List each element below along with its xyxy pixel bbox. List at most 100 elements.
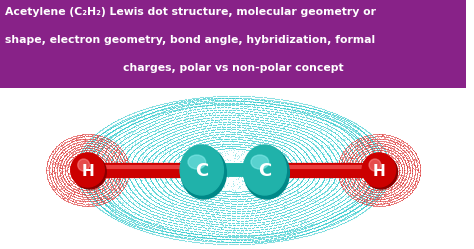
Point bbox=[290, 227, 297, 231]
Point bbox=[355, 139, 362, 143]
Point bbox=[165, 116, 173, 120]
Point bbox=[134, 183, 142, 187]
Point bbox=[211, 125, 219, 129]
Point bbox=[107, 162, 115, 166]
Point bbox=[90, 187, 98, 191]
Point bbox=[305, 193, 312, 197]
Point bbox=[130, 115, 137, 119]
Point bbox=[80, 158, 87, 162]
Point bbox=[168, 137, 175, 141]
Point bbox=[150, 107, 157, 111]
Point bbox=[191, 235, 198, 239]
Point bbox=[180, 181, 188, 185]
Point bbox=[76, 157, 84, 161]
Point bbox=[315, 154, 322, 158]
Point bbox=[287, 99, 295, 103]
Point bbox=[362, 178, 369, 182]
Point bbox=[186, 138, 193, 142]
Point bbox=[144, 210, 152, 214]
Point bbox=[261, 113, 269, 117]
Point bbox=[245, 168, 252, 172]
Point bbox=[257, 115, 264, 119]
Point bbox=[360, 165, 368, 169]
Point bbox=[188, 231, 196, 235]
Point bbox=[208, 204, 216, 208]
Point bbox=[380, 156, 387, 160]
Point bbox=[214, 142, 222, 146]
Point bbox=[110, 179, 118, 183]
Point bbox=[171, 112, 178, 116]
Point bbox=[120, 208, 128, 212]
Point bbox=[52, 149, 59, 153]
Point bbox=[346, 133, 353, 137]
Point bbox=[326, 120, 333, 124]
Point bbox=[127, 126, 135, 130]
Point bbox=[350, 207, 358, 211]
Point bbox=[211, 112, 219, 116]
Point bbox=[364, 164, 372, 168]
Point bbox=[122, 158, 129, 162]
Point bbox=[342, 155, 350, 159]
Point bbox=[49, 154, 57, 158]
Point bbox=[324, 216, 331, 220]
Point bbox=[98, 161, 106, 165]
Point bbox=[151, 195, 159, 199]
Point bbox=[348, 123, 356, 127]
Point bbox=[85, 143, 92, 147]
Point bbox=[353, 157, 360, 161]
Point bbox=[282, 231, 289, 235]
Point bbox=[352, 138, 359, 142]
Point bbox=[402, 148, 410, 152]
Point bbox=[299, 165, 306, 169]
Point bbox=[355, 185, 362, 189]
Point bbox=[385, 178, 393, 182]
Point bbox=[144, 108, 151, 112]
Point bbox=[283, 199, 291, 203]
Point bbox=[242, 116, 250, 120]
Point bbox=[137, 139, 145, 143]
Point bbox=[81, 192, 88, 196]
Point bbox=[140, 123, 148, 127]
Point bbox=[361, 151, 369, 155]
Point bbox=[120, 185, 128, 188]
Point bbox=[380, 197, 387, 201]
Point bbox=[343, 208, 350, 212]
Point bbox=[299, 230, 306, 234]
Point bbox=[376, 168, 384, 172]
Point bbox=[371, 137, 378, 141]
Point bbox=[346, 153, 353, 157]
Point bbox=[378, 192, 386, 196]
Point bbox=[94, 186, 102, 190]
Point bbox=[87, 194, 95, 198]
Point bbox=[263, 104, 271, 108]
Point bbox=[150, 227, 157, 231]
Point bbox=[325, 131, 333, 135]
Point bbox=[329, 134, 337, 138]
FancyBboxPatch shape bbox=[0, 0, 466, 88]
Point bbox=[293, 162, 301, 166]
Point bbox=[292, 159, 299, 163]
Point bbox=[354, 160, 362, 164]
Point bbox=[231, 240, 239, 244]
Point bbox=[205, 239, 212, 243]
Point bbox=[95, 148, 102, 152]
Point bbox=[255, 120, 263, 124]
Point bbox=[368, 144, 375, 148]
Point bbox=[362, 162, 369, 166]
Point bbox=[286, 217, 293, 221]
Point bbox=[75, 179, 83, 183]
Point bbox=[351, 145, 358, 149]
Point bbox=[412, 152, 420, 156]
Point bbox=[44, 168, 51, 172]
Point bbox=[113, 196, 121, 200]
Point bbox=[66, 152, 73, 156]
Point bbox=[318, 151, 326, 155]
Point bbox=[335, 199, 343, 203]
Point bbox=[214, 99, 221, 103]
Point bbox=[366, 196, 374, 200]
Point bbox=[380, 156, 388, 160]
Point bbox=[128, 159, 136, 163]
Point bbox=[338, 131, 346, 135]
Point bbox=[392, 158, 400, 162]
Point bbox=[402, 192, 410, 196]
